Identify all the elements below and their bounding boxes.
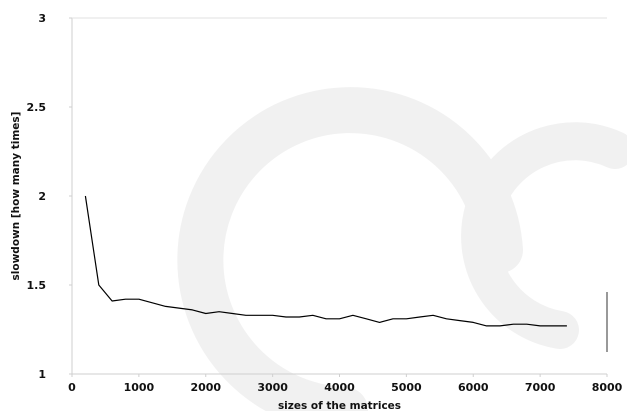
x-tick-label: 6000: [458, 381, 489, 394]
x-tick-label: 2000: [190, 381, 221, 394]
x-axis-ticks: 0 1000 2000 3000 4000 5000 6000 7000 8000: [68, 374, 623, 394]
watermark-arc-small: [461, 122, 627, 349]
x-axis-title: sizes of the matrices: [278, 400, 401, 411]
x-tick-label: 0: [68, 381, 76, 394]
y-tick-label: 2: [38, 190, 46, 203]
y-axis-ticks: 1 1.5 2 2.5 3: [27, 12, 72, 381]
watermark-arc-large: [177, 87, 523, 411]
x-tick-label: 4000: [324, 381, 355, 394]
x-tick-label: 3000: [257, 381, 288, 394]
y-tick-label: 2.5: [27, 101, 47, 114]
series-layer: [84, 195, 567, 327]
watermark-logo: [177, 87, 627, 411]
series-line: [84, 195, 567, 327]
y-tick-label: 1: [38, 368, 46, 381]
y-axis-title: slowdown [how many times]: [10, 112, 22, 281]
x-tick-label: 5000: [391, 381, 422, 394]
x-tick-label: 1000: [124, 381, 155, 394]
x-tick-label: 8000: [592, 381, 623, 394]
y-tick-label: 1.5: [27, 279, 47, 292]
x-tick-label: 7000: [525, 381, 556, 394]
y-tick-label: 3: [38, 12, 46, 25]
